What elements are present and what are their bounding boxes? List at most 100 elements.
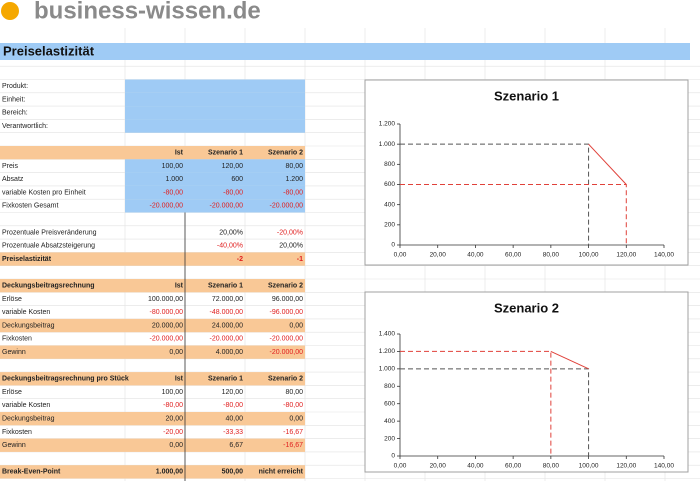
- row-label: Verantwortlich:: [2, 123, 48, 130]
- cell-value: -20,00: [163, 429, 183, 436]
- row-fill: [0, 438, 305, 452]
- row-label: Fixkosten Gesamt: [2, 203, 58, 210]
- cell-value: -80,00: [163, 189, 183, 196]
- cell-value: -80,00: [163, 402, 183, 409]
- row-label: Fixkosten: [2, 336, 32, 343]
- cell-value: -80,00: [223, 189, 243, 196]
- charts: Szenario 1 0 200 400 600 800 1.000 1.200 0,00 20,…: [364, 79, 689, 473]
- cell-value: -16,67: [283, 429, 303, 436]
- y-tick-label: 600: [384, 400, 395, 407]
- x-tick-label: 80,00: [543, 252, 560, 259]
- cell-value: -20.000,00: [210, 203, 244, 210]
- x-tick-label: 20,00: [430, 463, 447, 470]
- x-tick-label: 0,00: [394, 463, 407, 470]
- row-label: Prozentuale Absatzsteigerung: [2, 243, 95, 250]
- y-tick-label: 1.400: [379, 331, 396, 338]
- row-label: Bereich:: [2, 110, 28, 117]
- y-tick-label: 400: [384, 201, 395, 208]
- row-label: Deckungsbeitrag: [2, 415, 55, 422]
- series-line: [400, 143, 590, 245]
- x-tick-label: 140,00: [654, 463, 674, 470]
- sheet-body: Produkt: Einheit: Bereich: Verantwortlich: I…: [0, 79, 305, 481]
- column-header: Szenario 1: [208, 376, 243, 383]
- cell-value: 100.000,00: [148, 296, 183, 303]
- y-tick-label: 600: [384, 181, 395, 188]
- header-row-fill: [0, 279, 305, 293]
- cell-value: -16,67: [283, 442, 303, 449]
- sheet-title: Preiselastizität: [3, 43, 95, 58]
- chart-title: Szenario 1: [494, 88, 559, 103]
- cell-value: -1: [297, 256, 303, 263]
- chart-title: Szenario 2: [494, 300, 559, 315]
- y-tick-label: 200: [384, 435, 395, 442]
- y-tick-label: 800: [384, 161, 395, 168]
- cell-value: 600: [231, 176, 243, 183]
- y-tick-label: 0: [391, 242, 395, 249]
- input-cells: [125, 79, 305, 93]
- row-fill: [0, 465, 305, 479]
- row-label: variable Kosten pro Einheit: [2, 189, 86, 196]
- x-tick-label: 20,00: [430, 252, 447, 259]
- cell-value: 0,00: [289, 415, 303, 422]
- x-tick-label: 0,00: [394, 252, 407, 259]
- cell-value: -2: [237, 256, 243, 263]
- input-cells: [125, 172, 305, 186]
- cell-value: 4.000,00: [216, 349, 243, 356]
- logo-bar: [0, 0, 700, 28]
- cell-value: 120,00: [222, 389, 244, 396]
- table-title: Deckungsbeitragsrechnung pro Stück: [2, 376, 129, 383]
- cell-value: -20.000,00: [270, 336, 304, 343]
- logo-text: business-wissen.de: [34, 0, 261, 24]
- input-cells: [125, 199, 305, 213]
- row-label: Deckungsbeitrag: [2, 322, 55, 329]
- table-title: Deckungsbeitragsrechnung: [2, 282, 95, 289]
- y-tick-label: 1.000: [379, 141, 396, 148]
- input-cells: [125, 92, 305, 107]
- cell-value: 20.000,00: [152, 322, 183, 329]
- row-label: Absatz: [2, 176, 24, 183]
- column-header: Szenario 1: [208, 282, 243, 289]
- y-tick-label: 0: [391, 453, 395, 460]
- row-label: Preiselastizität: [2, 256, 52, 263]
- cell-value: 1.200: [285, 176, 303, 183]
- series-line: [588, 143, 627, 185]
- row-label: Erlöse: [2, 389, 22, 396]
- row-fill: [0, 318, 305, 333]
- column-header: Ist: [175, 376, 184, 383]
- column-header: Ist: [175, 149, 184, 156]
- x-tick-label: 60,00: [505, 252, 522, 259]
- cell-value: -80,00: [283, 402, 303, 409]
- cell-value: nicht erreicht: [259, 469, 304, 476]
- cell-value: 6,67: [229, 442, 243, 449]
- cell-value: -33,33: [223, 429, 243, 436]
- row-label: Fixkosten: [2, 429, 32, 436]
- y-tick-label: 1.200: [379, 348, 396, 355]
- series-line: [550, 350, 589, 370]
- row-label: Produkt:: [2, 83, 28, 90]
- x-tick-label: 140,00: [654, 252, 674, 259]
- row-label: Break-Even-Point: [2, 469, 61, 476]
- logo-icon: [1, 2, 19, 20]
- cell-value: -80,00: [283, 189, 303, 196]
- x-tick-label: 60,00: [505, 463, 522, 470]
- row-label: variable Kosten: [2, 402, 50, 409]
- y-tick-label: 1.000: [379, 366, 396, 373]
- cell-value: -48.000,00: [210, 309, 244, 316]
- column-header: Szenario 2: [268, 282, 303, 289]
- row-label: Erlöse: [2, 296, 22, 303]
- cell-value: 100,00: [162, 163, 184, 170]
- column-header: Ist: [175, 282, 184, 289]
- header-row-fill: [0, 372, 305, 386]
- y-tick-label: 400: [384, 418, 395, 425]
- row-label: variable Kosten: [2, 309, 50, 316]
- x-tick-label: 40,00: [467, 252, 484, 259]
- cell-value: 40,00: [225, 415, 243, 422]
- cell-value: -20.000,00: [210, 336, 244, 343]
- x-tick-label: 100,00: [579, 252, 599, 259]
- cell-value: -20.000,00: [150, 203, 184, 210]
- x-tick-label: 40,00: [467, 463, 484, 470]
- y-tick-label: 800: [384, 383, 395, 390]
- cell-value: -80,00: [223, 402, 243, 409]
- cell-value: 20,00: [165, 415, 183, 422]
